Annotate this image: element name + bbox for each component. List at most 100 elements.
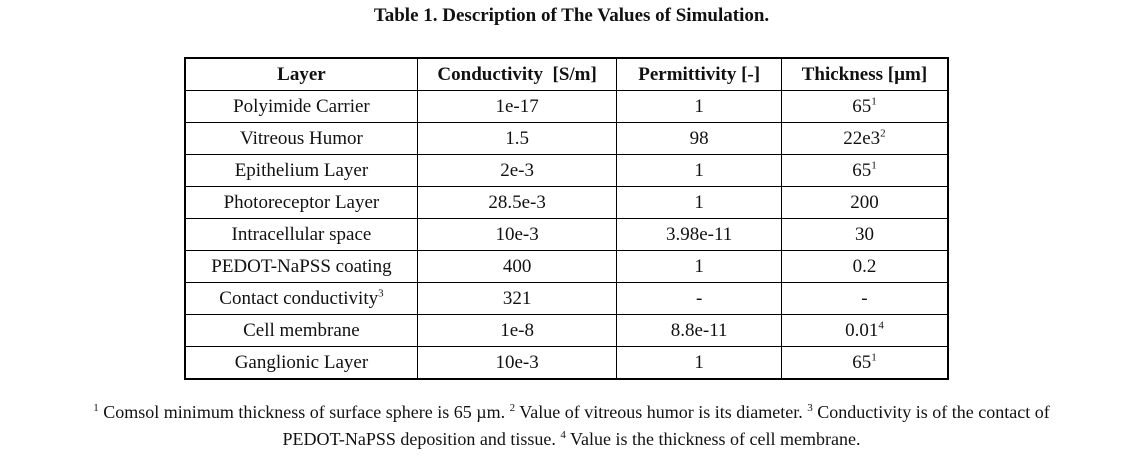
cell-permittivity: 1: [616, 90, 782, 123]
footnote-marker-2: 2: [509, 402, 516, 414]
cell-permittivity-value: 1: [694, 351, 704, 373]
table-row: Vitreous Humor 1.5 98 22e32: [183, 122, 949, 155]
cell-layer: Polyimide Carrier: [183, 90, 418, 123]
cell-conductivity-value: 2e-3: [500, 159, 535, 181]
cell-thickness-value: 22e3: [843, 127, 881, 149]
cell-permittivity: 1: [616, 346, 782, 380]
cell-layer-value: Vitreous Humor: [239, 127, 363, 149]
cell-conductivity: 10e-3: [416, 346, 618, 380]
footnote-text-2: Value of vitreous humor is its diameter.: [515, 402, 808, 422]
cell-permittivity: 8.8e-11: [616, 314, 782, 347]
footnote-reference: 4: [878, 319, 884, 332]
table-row: Polyimide Carrier 1e-17 1 651: [183, 90, 949, 123]
cell-layer-value: Contact conductivity: [219, 287, 379, 309]
table-footnotes: 1 Comsol minimum thickness of surface sp…: [0, 399, 1143, 453]
cell-conductivity: 28.5e-3: [416, 186, 618, 219]
header-layer: Layer: [183, 57, 418, 91]
footnote-marker-4: 4: [560, 429, 566, 441]
footnote-text-1: Comsol minimum thickness of surface sphe…: [98, 402, 510, 422]
cell-permittivity-value: 8.8e-11: [670, 319, 728, 341]
cell-thickness-value: 65: [852, 159, 872, 181]
cell-layer-value: Ganglionic Layer: [234, 351, 369, 373]
footnote-reference: 2: [880, 127, 886, 140]
cell-thickness: 651: [780, 90, 949, 123]
cell-conductivity: 2e-3: [416, 154, 618, 187]
cell-permittivity: 1: [616, 250, 782, 283]
table-header-row: Layer Conductivity [S/m] Permittivity [-…: [183, 57, 949, 91]
footnote-reference: 3: [378, 287, 384, 300]
cell-thickness-value: 65: [852, 95, 872, 117]
cell-thickness: 651: [780, 154, 949, 187]
footnote-marker-3: 3: [807, 402, 813, 414]
cell-thickness: 30: [780, 218, 949, 251]
cell-permittivity-value: -: [696, 287, 703, 309]
footnote-reference: 1: [871, 351, 877, 364]
cell-conductivity-value: 1.5: [505, 127, 529, 149]
cell-thickness: 0.2: [780, 250, 949, 283]
footnote-reference: 1: [871, 95, 877, 108]
cell-layer: Photoreceptor Layer: [183, 186, 418, 219]
cell-thickness: 0.014: [780, 314, 949, 347]
header-permittivity: Permittivity [-]: [616, 57, 782, 91]
footnote-text-3: Conductivity is of the contact of: [812, 402, 1050, 422]
cell-thickness-value: 0.2: [852, 255, 877, 277]
cell-permittivity-value: 1: [694, 159, 704, 181]
footnote-line-1: 1 Comsol minimum thickness of surface sp…: [0, 399, 1143, 426]
cell-conductivity: 10e-3: [416, 218, 618, 251]
cell-layer-value: Photoreceptor Layer: [223, 191, 380, 213]
cell-thickness-value: 65: [852, 351, 872, 373]
cell-permittivity: 1: [616, 154, 782, 187]
footnote-text-4: Value is the thickness of cell membrane.: [565, 429, 861, 449]
footnote-marker-1: 1: [93, 402, 99, 414]
cell-layer: Ganglionic Layer: [183, 346, 418, 380]
cell-layer-value: Intracellular space: [231, 223, 372, 245]
cell-permittivity-value: 1: [694, 95, 704, 117]
cell-thickness-value: 30: [854, 223, 874, 245]
cell-layer: Intracellular space: [183, 218, 418, 251]
cell-permittivity: 98: [616, 122, 782, 155]
cell-layer-value: Cell membrane: [243, 319, 360, 341]
footnote-text-3b: PEDOT-NaPSS deposition and tissue.: [282, 429, 561, 449]
cell-conductivity-value: 1e-17: [495, 95, 539, 117]
cell-conductivity-value: 1e-8: [500, 319, 535, 341]
cell-conductivity-value: 10e-3: [495, 223, 539, 245]
cell-permittivity-value: 3.98e-11: [666, 223, 733, 245]
cell-layer: Contact conductivity3: [183, 282, 418, 315]
cell-layer: PEDOT-NaPSS coating: [183, 250, 418, 283]
header-conductivity: Conductivity [S/m]: [416, 57, 618, 91]
cell-thickness: 651: [780, 346, 949, 380]
table-caption: Table 1. Description of The Values of Si…: [373, 5, 770, 26]
footnote-reference: 1: [871, 159, 877, 172]
table-row: Intracellular space 10e-3 3.98e-11 30: [183, 218, 949, 251]
table-row: Ganglionic Layer 10e-3 1 651: [183, 346, 949, 380]
footnote-line-2: PEDOT-NaPSS deposition and tissue. 4 Val…: [0, 426, 1143, 453]
header-thickness: Thickness [µm]: [780, 57, 949, 91]
cell-conductivity: 1e-8: [416, 314, 618, 347]
cell-conductivity: 321: [416, 282, 618, 315]
table-row: Contact conductivity3 321 - -: [183, 282, 949, 315]
cell-permittivity: 3.98e-11: [616, 218, 782, 251]
cell-permittivity-value: 1: [694, 191, 704, 213]
cell-conductivity-value: 28.5e-3: [488, 191, 546, 213]
cell-thickness-value: 0.01: [845, 319, 879, 341]
cell-layer-value: PEDOT-NaPSS coating: [211, 255, 392, 277]
table-row: Epithelium Layer 2e-3 1 651: [183, 154, 949, 187]
table-body: Polyimide Carrier 1e-17 1 651 Vitreous Humor…: [183, 90, 949, 380]
table-row: Cell membrane 1e-8 8.8e-11 0.014: [183, 314, 949, 347]
cell-permittivity-value: 1: [694, 255, 704, 277]
cell-layer: Vitreous Humor: [183, 122, 418, 155]
cell-thickness-value: -: [861, 287, 868, 309]
cell-thickness: 200: [780, 186, 949, 219]
cell-permittivity: -: [616, 282, 782, 315]
cell-conductivity: 1e-17: [416, 90, 618, 123]
cell-layer: Epithelium Layer: [183, 154, 418, 187]
cell-layer: Cell membrane: [183, 314, 418, 347]
table-row: PEDOT-NaPSS coating 400 1 0.2: [183, 250, 949, 283]
cell-conductivity-value: 10e-3: [495, 351, 539, 373]
cell-conductivity: 1.5: [416, 122, 618, 155]
cell-conductivity: 400: [416, 250, 618, 283]
cell-permittivity-value: 98: [689, 127, 709, 149]
cell-thickness-value: 200: [850, 191, 879, 213]
table-row: Photoreceptor Layer 28.5e-3 1 200: [183, 186, 949, 219]
cell-conductivity-value: 400: [502, 255, 532, 277]
